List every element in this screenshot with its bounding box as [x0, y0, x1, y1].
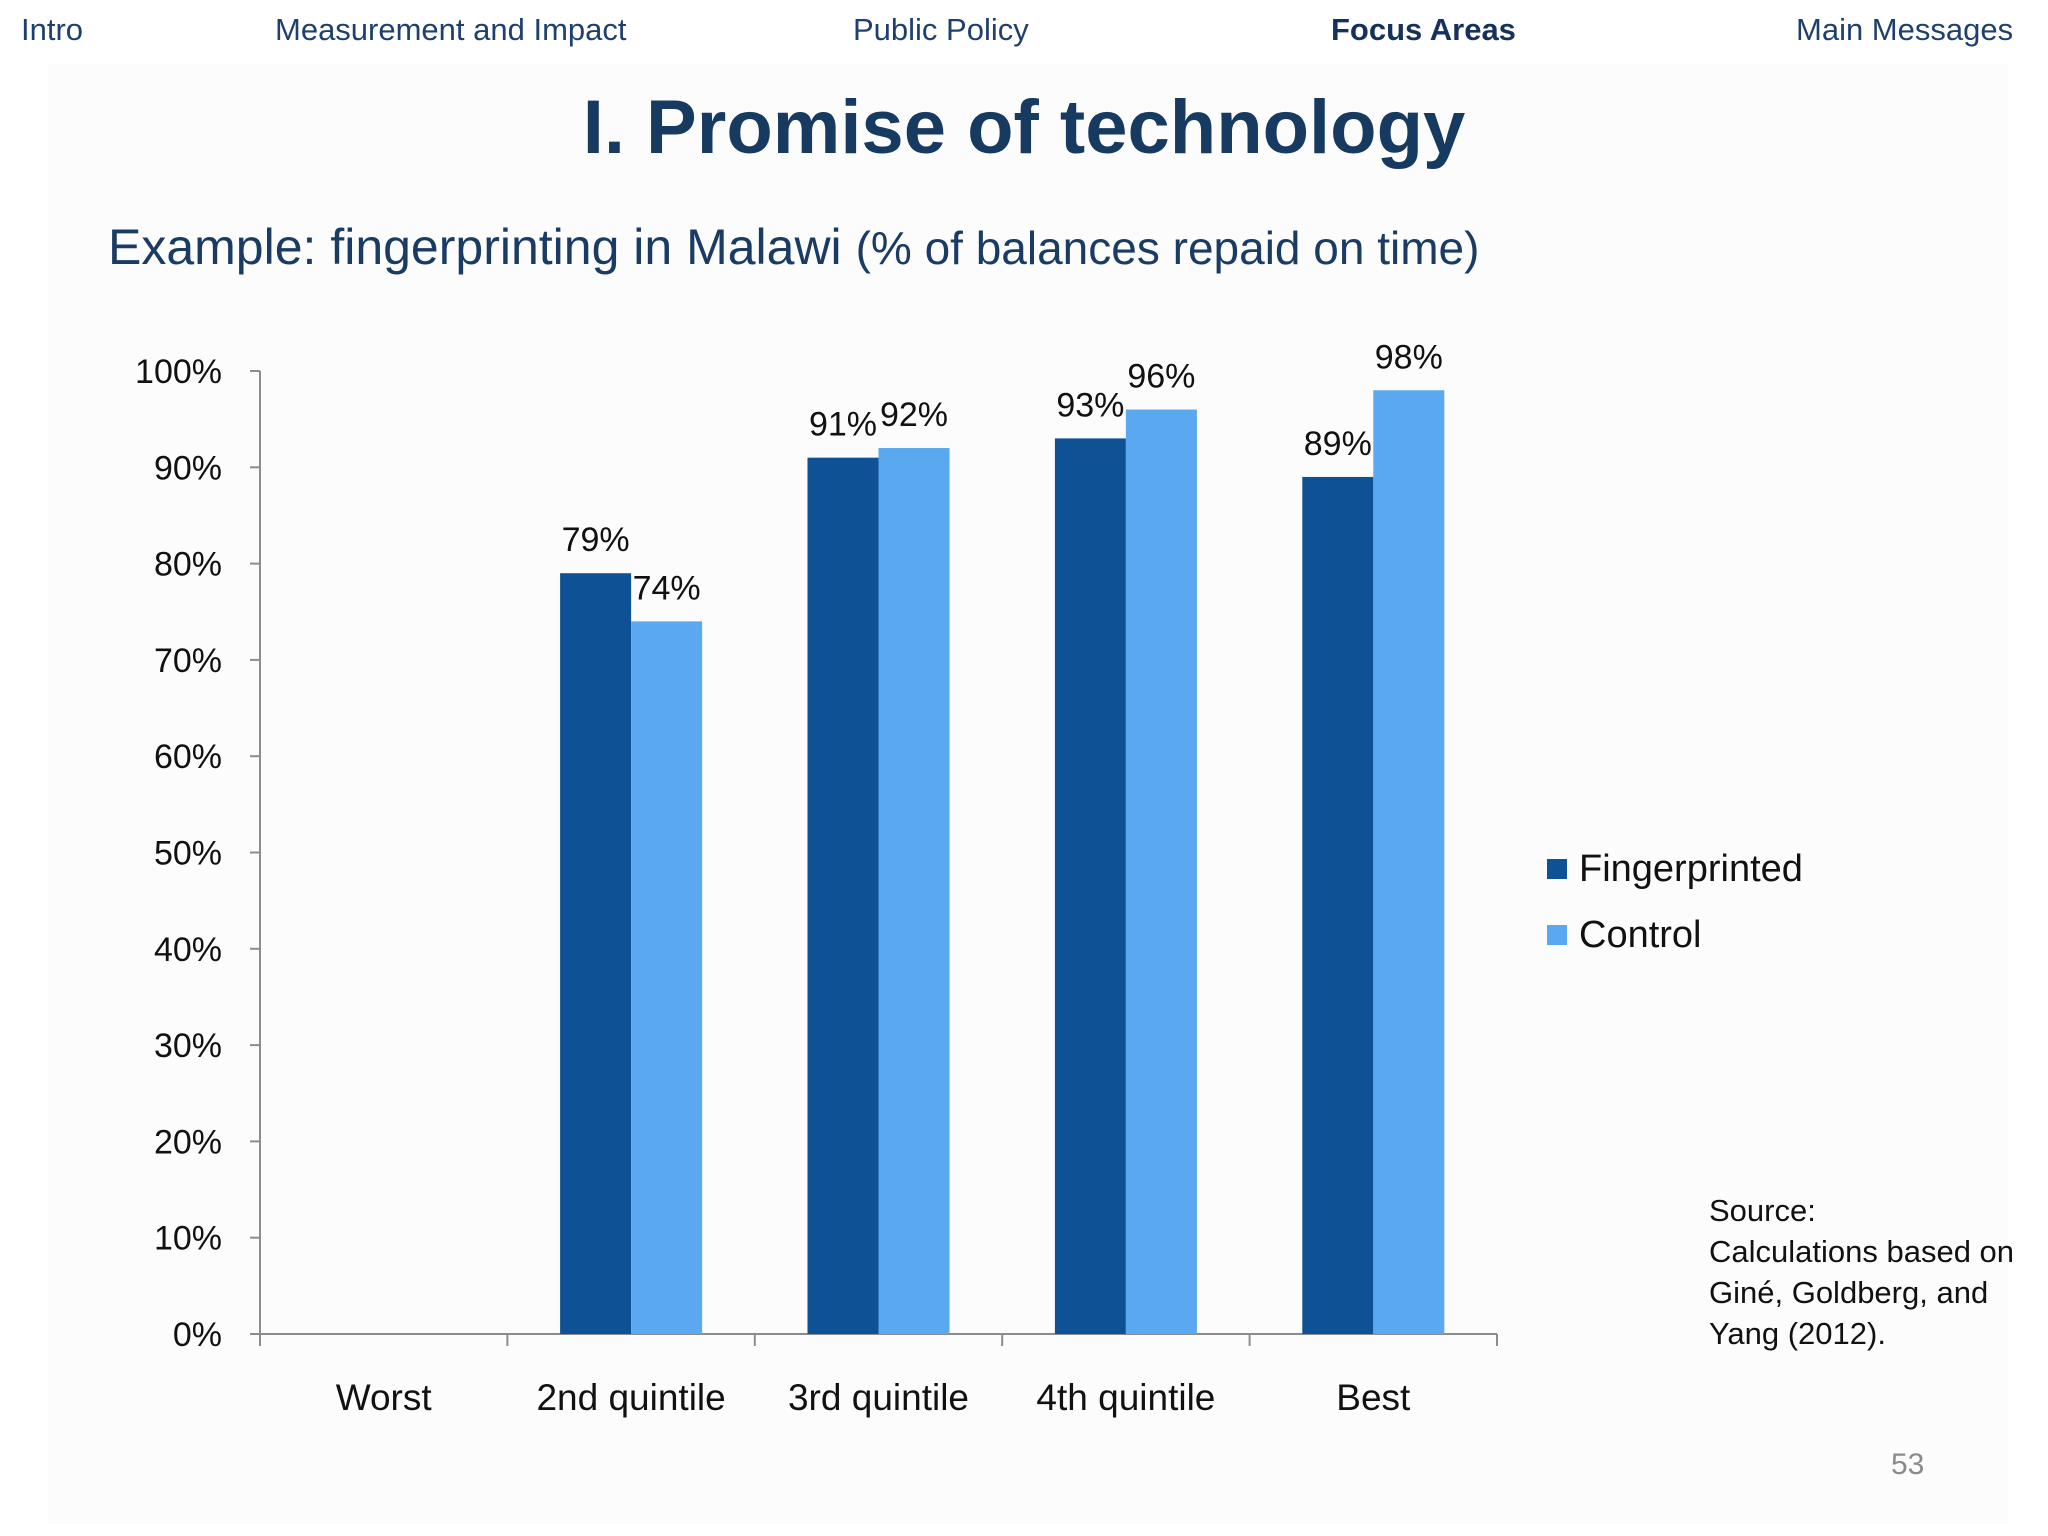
subtitle-main: Example: fingerprinting in Malawi: [108, 219, 856, 275]
y-tick-label: 50%: [154, 835, 222, 873]
y-tick-label: 30%: [154, 1027, 222, 1065]
bar-control-best: [1373, 390, 1445, 1334]
subtitle-parenthetical: (% of balances repaid on time): [855, 222, 1480, 274]
bar-fingerprinted-best: [1302, 476, 1374, 1334]
x-category-label: Worst: [336, 1377, 433, 1418]
legend-swatch-control: [1547, 925, 1567, 945]
page-number: 53: [1891, 1448, 1925, 1481]
y-tick-label: 0%: [173, 1316, 222, 1354]
y-tick-label: 60%: [154, 738, 222, 776]
y-tick-label: 40%: [154, 931, 222, 969]
source-note: Source: Calculations based on Giné, Gold…: [1709, 1190, 2039, 1354]
data-label: 93%: [1056, 386, 1124, 424]
y-tick-label: 80%: [154, 546, 222, 584]
data-label: 89%: [1304, 425, 1372, 463]
source-line: Giné, Goldberg, and: [1709, 1275, 1989, 1310]
nav-item-public-policy[interactable]: Public Policy: [853, 12, 1029, 47]
nav-item-main-messages[interactable]: Main Messages: [1796, 12, 2014, 47]
source-line: Yang (2012).: [1709, 1316, 1886, 1351]
slide-subtitle: Example: fingerprinting in Malawi (% of …: [108, 218, 1479, 276]
x-category-label: 3rd quintile: [788, 1377, 969, 1418]
chart-legend: Fingerprinted Control: [1547, 836, 1803, 968]
y-tick-label: 70%: [154, 642, 222, 680]
x-category-label: 2nd quintile: [536, 1377, 725, 1418]
x-category-label: Best: [1336, 1377, 1411, 1418]
nav-item-focus-areas[interactable]: Focus Areas: [1331, 12, 1516, 47]
legend-swatch-fingerprinted: [1547, 859, 1567, 879]
legend-item-fingerprinted: Fingerprinted: [1547, 836, 1803, 902]
y-tick-label: 100%: [135, 353, 222, 391]
top-navigation: Intro Measurement and Impact Public Poli…: [0, 0, 2048, 64]
data-label: 92%: [880, 396, 948, 434]
data-label: 91%: [809, 406, 877, 444]
legend-label-control: Control: [1579, 913, 1702, 956]
bar-fingerprinted-4th-quintile: [1054, 438, 1126, 1334]
bar-fingerprinted-2nd-quintile: [560, 573, 632, 1334]
source-line: Calculations based on: [1709, 1234, 2015, 1269]
legend-label-fingerprinted: Fingerprinted: [1579, 847, 1803, 890]
data-label: 79%: [562, 521, 630, 559]
data-label: 96%: [1127, 358, 1195, 396]
y-tick-label: 10%: [154, 1220, 222, 1258]
nav-item-intro[interactable]: Intro: [21, 12, 84, 47]
y-tick-label: 20%: [154, 1123, 222, 1161]
bar-control-3rd-quintile: [878, 448, 950, 1334]
bar-control-4th-quintile: [1125, 409, 1197, 1334]
nav-item-measurement-and-impact[interactable]: Measurement and Impact: [275, 12, 627, 47]
y-tick-label: 90%: [154, 449, 222, 487]
slide-body: [48, 64, 2008, 1524]
bar-control-2nd-quintile: [631, 621, 703, 1334]
legend-item-control: Control: [1547, 902, 1803, 968]
source-line: Source:: [1709, 1193, 1816, 1228]
data-label: 98%: [1375, 338, 1443, 376]
x-category-label: 4th quintile: [1036, 1377, 1215, 1418]
slide-title: I. Promise of technology: [582, 85, 1466, 170]
bar-fingerprinted-3rd-quintile: [807, 457, 879, 1334]
data-label: 74%: [633, 569, 701, 607]
